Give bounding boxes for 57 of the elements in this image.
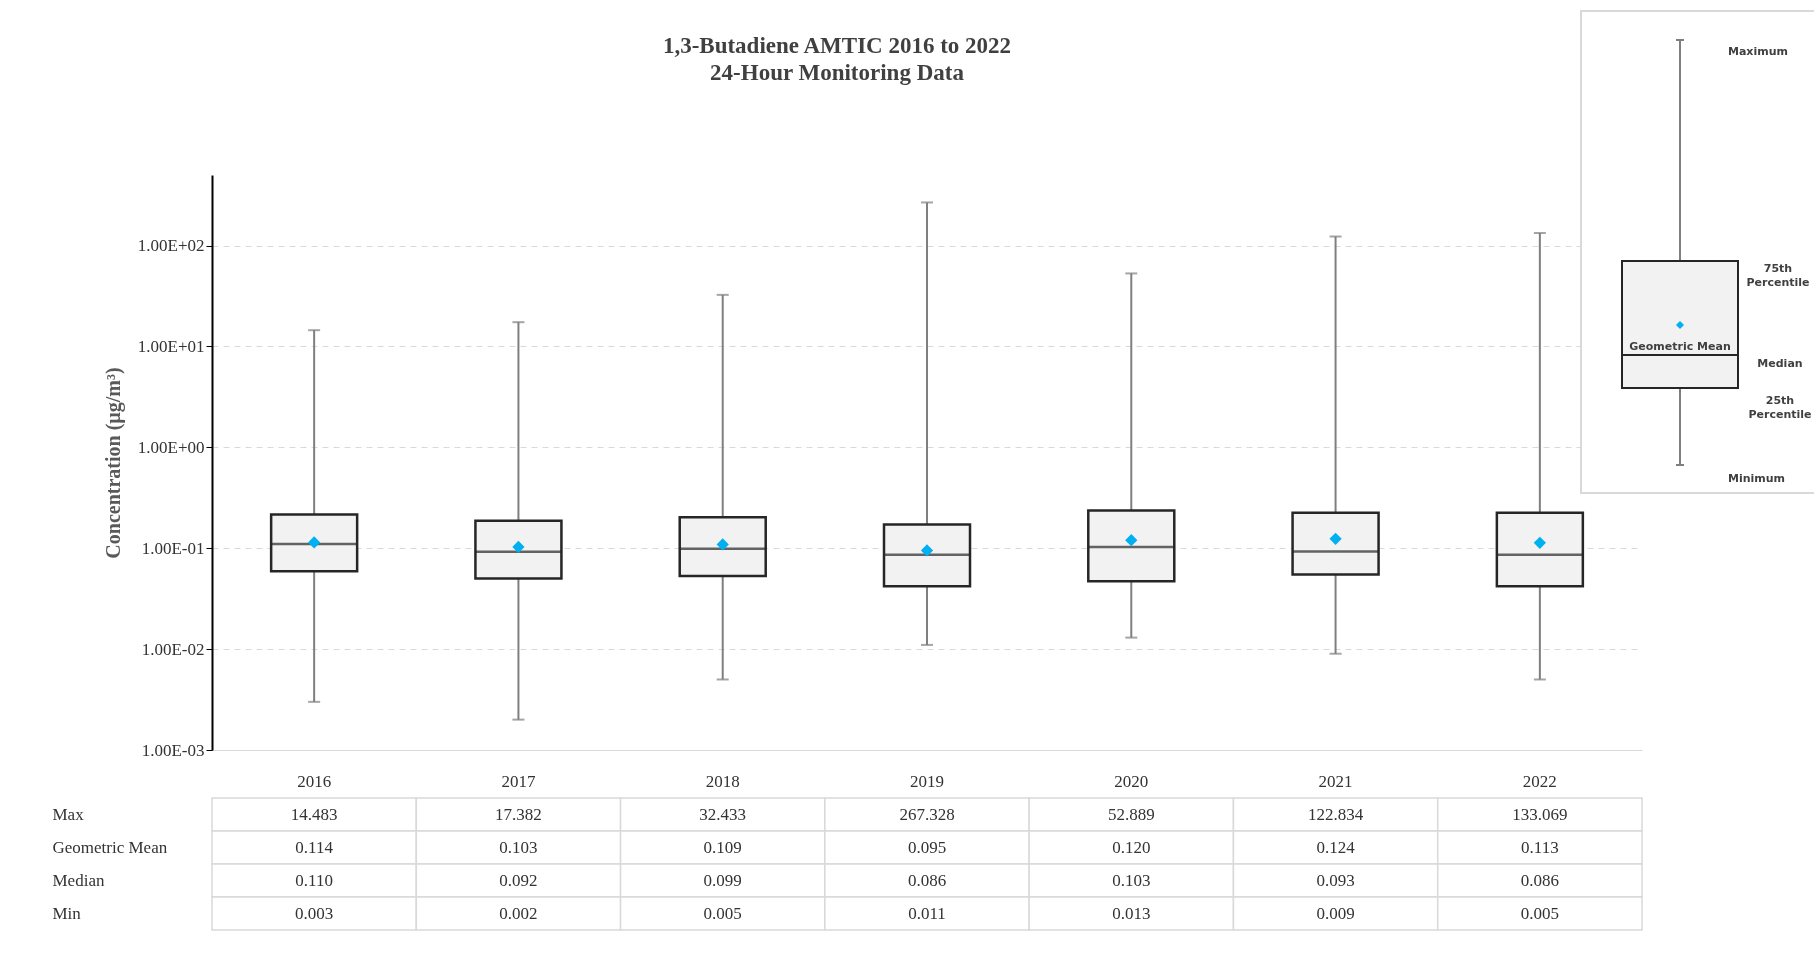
data-label: 0.095: [907, 837, 947, 857]
y-tick-label: Median: [52, 870, 105, 890]
chart-subtitle: 24-Hour Monitoring Data: [710, 60, 965, 85]
y-tick-label: 1.00E+02: [137, 236, 205, 256]
y-tick-label: Geometric Mean: [52, 837, 168, 857]
point: [1329, 532, 1342, 545]
data-label: 0.109: [703, 837, 742, 857]
point: [308, 536, 321, 549]
y-tick-label: 1.00E+00: [137, 437, 205, 457]
x-tick-label: 2017: [501, 771, 536, 791]
point: [1125, 534, 1138, 547]
data-label: 32.433: [699, 804, 747, 824]
point: [1533, 536, 1546, 549]
x-tick-label: 2019: [910, 771, 944, 791]
data-label: 0.092: [499, 870, 538, 890]
y-tick-label: 1.00E-01: [141, 538, 205, 558]
data-label: 267.328: [899, 804, 955, 824]
point: [512, 540, 525, 554]
data-label: 17.382: [495, 804, 542, 824]
data-label: 0.086: [1520, 870, 1559, 890]
box-key-diagram: Maximum 75th Percentile Geometric Mean Median 25th Percentile Minimum: [1580, 10, 1814, 496]
data-label: 0.013: [1112, 903, 1151, 923]
x-tick-label: 2022: [1522, 771, 1557, 791]
data-label: 0.099: [703, 870, 742, 890]
data-label: 0.103: [499, 837, 538, 857]
data-label: 0.113: [1521, 837, 1559, 857]
y-tick-label: 1.00E+01: [137, 336, 205, 356]
data-label: 52.889: [1107, 804, 1155, 824]
data-label: 0.003: [295, 903, 334, 923]
data-label: 0.114: [295, 837, 334, 857]
y-axis-title: Concentration (µg/m³): [101, 367, 125, 559]
y-tick-label: 1.00E-02: [141, 639, 205, 659]
data-label: 133.069: [1512, 804, 1568, 824]
data-label: 14.483: [290, 804, 338, 824]
data-label: 0.093: [1316, 870, 1355, 890]
data-label: 0.110: [295, 870, 333, 890]
x-tick-label: 2016: [297, 771, 332, 791]
data-label: 0.120: [1112, 837, 1151, 857]
data-label: 0.011: [908, 903, 946, 923]
data-label: 0.124: [1316, 837, 1356, 857]
x-tick-label: 2018: [705, 771, 740, 791]
data-label: 0.005: [703, 903, 742, 923]
annotation: Geometric Mean: [1629, 340, 1731, 353]
x-tick-label: 2020: [1114, 771, 1149, 791]
data-label: 0.009: [1316, 903, 1355, 923]
data-label: 0.002: [499, 903, 538, 923]
point: [920, 544, 934, 557]
y-tick-label: Max: [52, 804, 85, 824]
chart-title: 1,3-Butadiene AMTIC 2016 to 2022: [662, 33, 1012, 58]
data-label: 122.834: [1307, 804, 1364, 824]
point: [716, 538, 729, 551]
data-label: 0.005: [1520, 903, 1559, 923]
data-label: 0.086: [907, 870, 947, 890]
x-tick-label: 2021: [1318, 771, 1353, 791]
y-tick-label: 1.00E-03: [141, 740, 205, 760]
data-label: 0.103: [1112, 870, 1151, 890]
y-tick-label: Min: [52, 903, 82, 923]
